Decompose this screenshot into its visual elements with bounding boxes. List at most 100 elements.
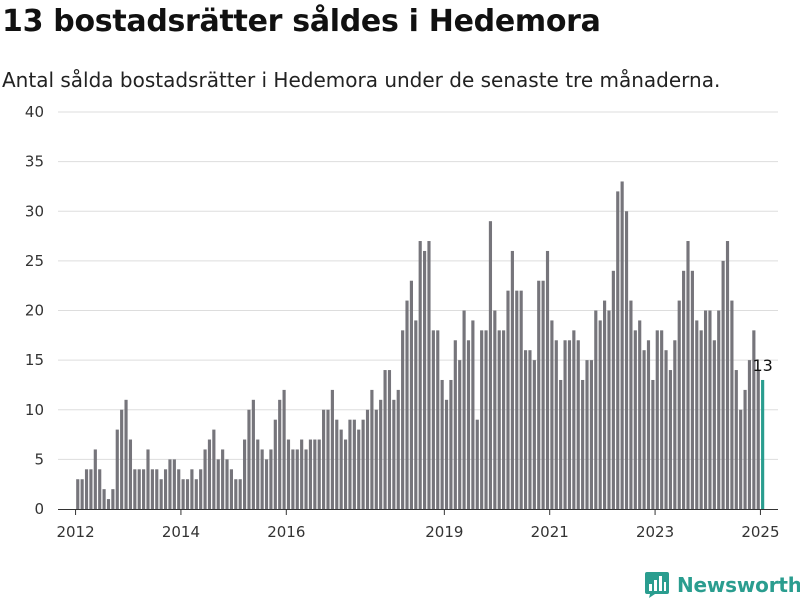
bar [190,469,194,509]
bar [554,340,558,509]
bar [423,250,427,509]
bar [102,489,106,509]
bar [93,449,97,509]
bar [330,389,334,509]
bar [682,270,686,509]
bar [532,360,536,509]
y-tick-label: 5 [34,450,44,468]
bar [317,439,321,509]
bar [493,310,497,509]
bar [409,280,413,509]
bar [545,250,550,509]
bar [444,399,449,509]
bar [260,449,264,509]
bar [124,399,128,509]
bar [572,330,576,509]
bar [436,330,440,509]
data-labels: 13 [752,356,772,375]
bar [343,439,348,509]
bar [185,479,190,509]
bar [146,449,150,509]
y-tick-label: 0 [34,500,44,518]
bar [624,211,629,509]
bar [374,409,378,509]
bar [128,439,133,509]
bar [703,310,708,509]
bar [497,330,501,509]
bar [598,320,602,509]
bar [739,409,743,509]
bar [111,489,115,509]
bar [585,360,589,509]
bar [484,330,488,509]
bar [620,181,624,509]
bar [120,409,124,509]
newsworthy-logo: Newsworthy [644,571,800,599]
bar [84,469,89,509]
bar [523,350,528,509]
newsworthy-logo-text: Newsworthy [677,573,800,597]
bar [357,429,361,509]
bar [712,340,716,509]
bar [655,330,659,509]
x-tick-label: 2014 [162,523,200,541]
bar [308,439,313,509]
bar [225,459,229,509]
bar [730,300,734,509]
bar [721,260,725,509]
bar [466,340,471,509]
bar [629,300,633,509]
bar [405,300,409,509]
bar [510,250,514,509]
bar [168,459,172,509]
bar [559,379,563,509]
bar [348,419,352,509]
y-tick-label: 15 [25,351,44,369]
bar [181,479,185,509]
bar [686,241,690,509]
bar [155,469,159,509]
bar [717,310,721,509]
y-tick-label: 10 [25,401,44,419]
bar [295,449,299,509]
bar [335,419,339,509]
bar [247,409,251,509]
bar [651,379,655,509]
bar [418,241,422,509]
bar [695,320,699,509]
bar [453,340,457,509]
x-axis: 2012 2014 2016 2019 2021 2023 2025 [56,509,780,541]
bar [660,330,664,509]
bar [673,340,677,509]
bar [581,379,585,509]
y-axis: 0 5 10 15 20 25 30 35 40 [25,103,44,518]
x-tick-label: 2025 [741,523,779,541]
bar [203,449,207,509]
bars [76,181,765,510]
bar [304,449,308,509]
bar [313,439,317,509]
bar [291,449,295,509]
bar [471,320,475,509]
bar [207,439,212,509]
bar [365,409,370,509]
bar [322,409,326,509]
bar [480,330,484,509]
bar [734,370,738,509]
bar [256,439,260,509]
bar [761,379,765,509]
bar [690,270,694,509]
bar [282,389,286,509]
y-tick-label: 30 [25,202,44,220]
bar [106,499,111,509]
bar [89,469,93,509]
bar [76,479,80,509]
bar [142,469,146,509]
bar [537,280,541,509]
bar [163,469,168,509]
bar [396,389,400,509]
bar [506,290,510,509]
x-tick-label: 2021 [531,523,569,541]
bar [646,340,651,509]
bar [642,350,646,509]
